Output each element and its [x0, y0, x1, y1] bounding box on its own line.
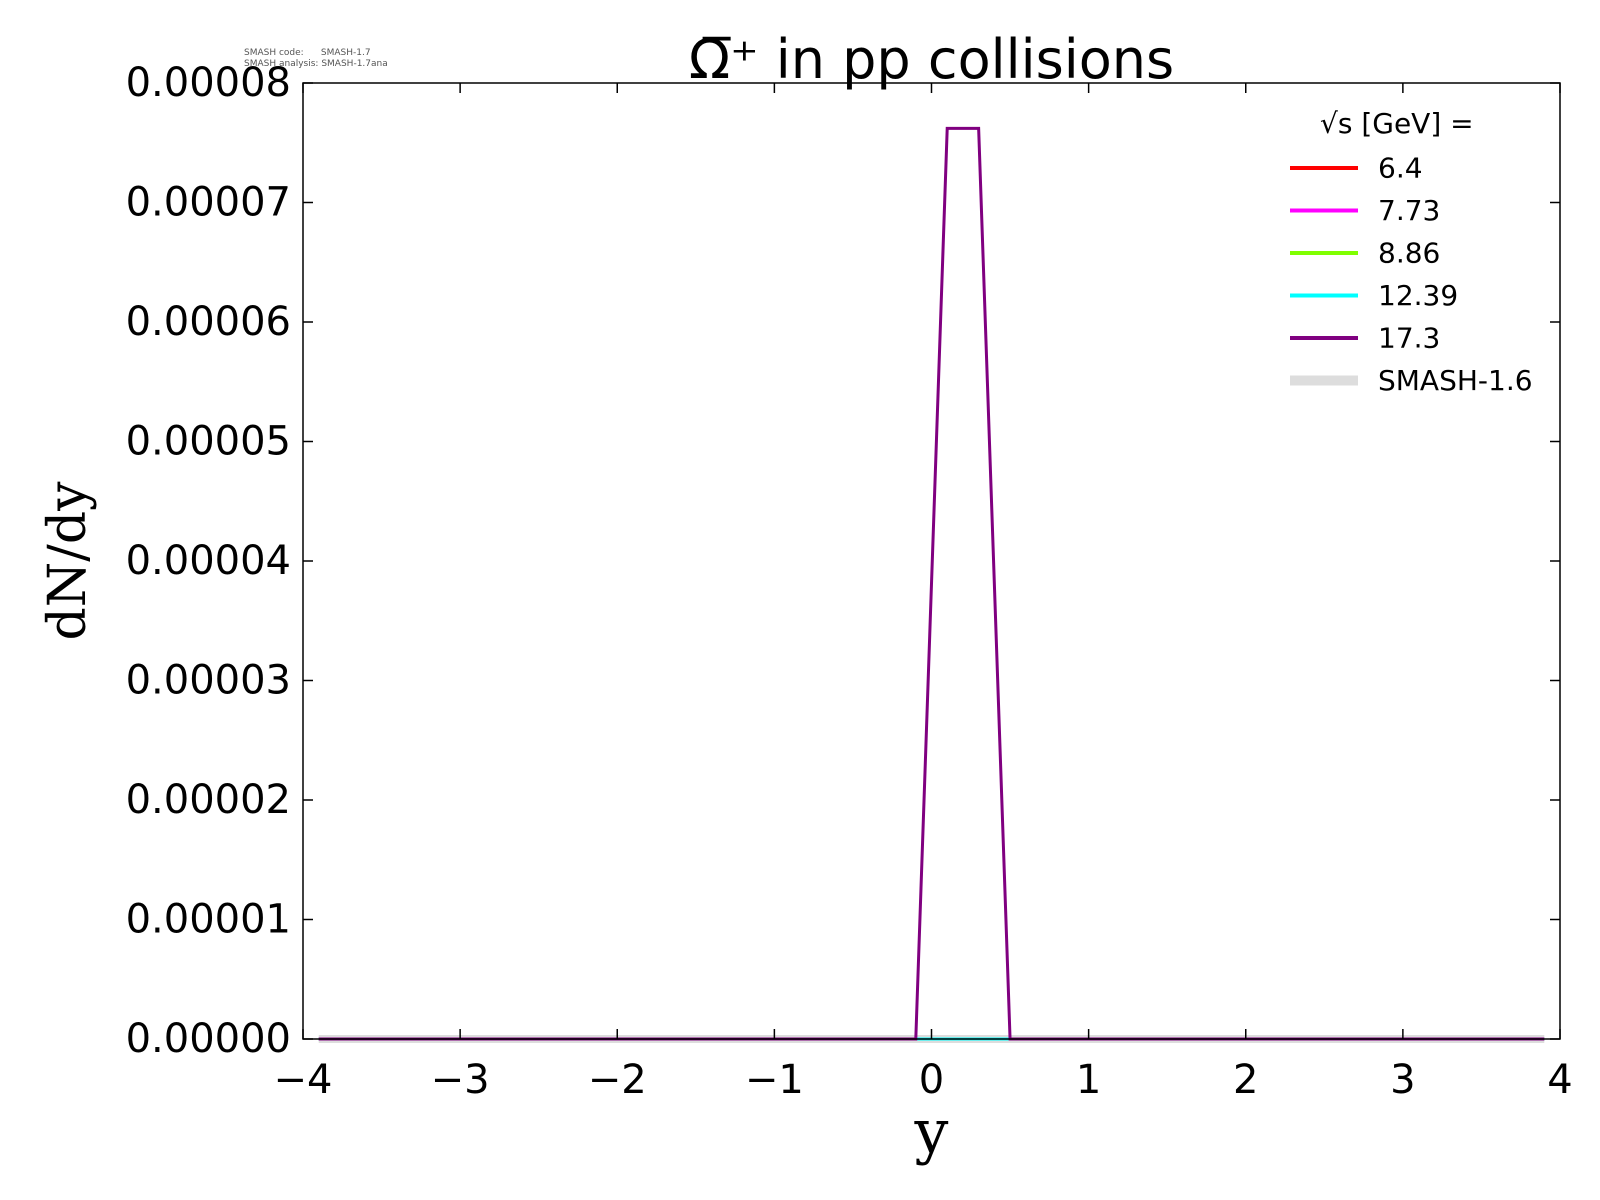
y-tick-label: 0.00004	[126, 538, 291, 584]
ticks-layer: −4 −3 −2 −1 0 1 2 3 4 0.00000 0.00001 0.00002 0.0000…	[126, 60, 1573, 1103]
x-axis-label: y	[914, 1097, 949, 1167]
legend-items: 6.4 7.73 8.86 12.39 17.3 SMASH-1.6	[1290, 152, 1533, 397]
x-tick-label: 3	[1390, 1057, 1415, 1103]
y-tick-label: 0.00006	[126, 299, 291, 345]
code-version: SMASH-1.7	[320, 48, 371, 58]
y-tick-label: 0.00000	[126, 1016, 291, 1062]
series-layer	[318, 126, 1545, 1043]
smash-version-info: SMASH code: SMASH-1.7 SMASH analysis: SM…	[244, 48, 388, 70]
x-tick-label: 0	[919, 1057, 944, 1103]
legend-title: √s [GeV] =	[1320, 107, 1474, 140]
legend-label: 17.3	[1378, 322, 1440, 355]
legend-label: 6.4	[1378, 152, 1423, 185]
legend: √s [GeV] = 6.4 7.73 8.86 12.39 17.3 SMASH-1.6	[1290, 107, 1533, 397]
y-axis-label: dN/dy	[38, 481, 98, 641]
legend-label: 8.86	[1378, 237, 1440, 270]
x-tick-label: −1	[745, 1057, 804, 1103]
analysis-version: SMASH-1.7ana	[321, 59, 388, 69]
x-tick-label: −4	[274, 1057, 333, 1103]
y-tick-label: 0.00002	[126, 777, 291, 823]
y-tick-label: 0.00005	[126, 419, 291, 465]
x-tick-label: −3	[431, 1057, 490, 1103]
y-tick-label: 0.00008	[126, 60, 291, 106]
y-tick-label: 0.00001	[126, 897, 291, 943]
y-tick-label: 0.00007	[126, 180, 291, 226]
x-tick-label: −2	[588, 1057, 647, 1103]
x-tick-label: 2	[1233, 1057, 1258, 1103]
analysis-label: SMASH analysis:	[244, 59, 319, 69]
series-line-17-3	[318, 126, 1545, 1041]
legend-label: 7.73	[1378, 194, 1440, 227]
y-tick-label: 0.00003	[126, 658, 291, 704]
legend-label: SMASH-1.6	[1378, 364, 1533, 397]
chart-title: Ω̅⁺ in pp collisions	[689, 28, 1174, 91]
plot-frame	[302, 82, 1561, 1040]
x-tick-label: 1	[1076, 1057, 1101, 1103]
x-tick-label: 4	[1547, 1057, 1572, 1103]
code-label: SMASH code:	[244, 48, 304, 58]
legend-label: 12.39	[1378, 279, 1458, 312]
